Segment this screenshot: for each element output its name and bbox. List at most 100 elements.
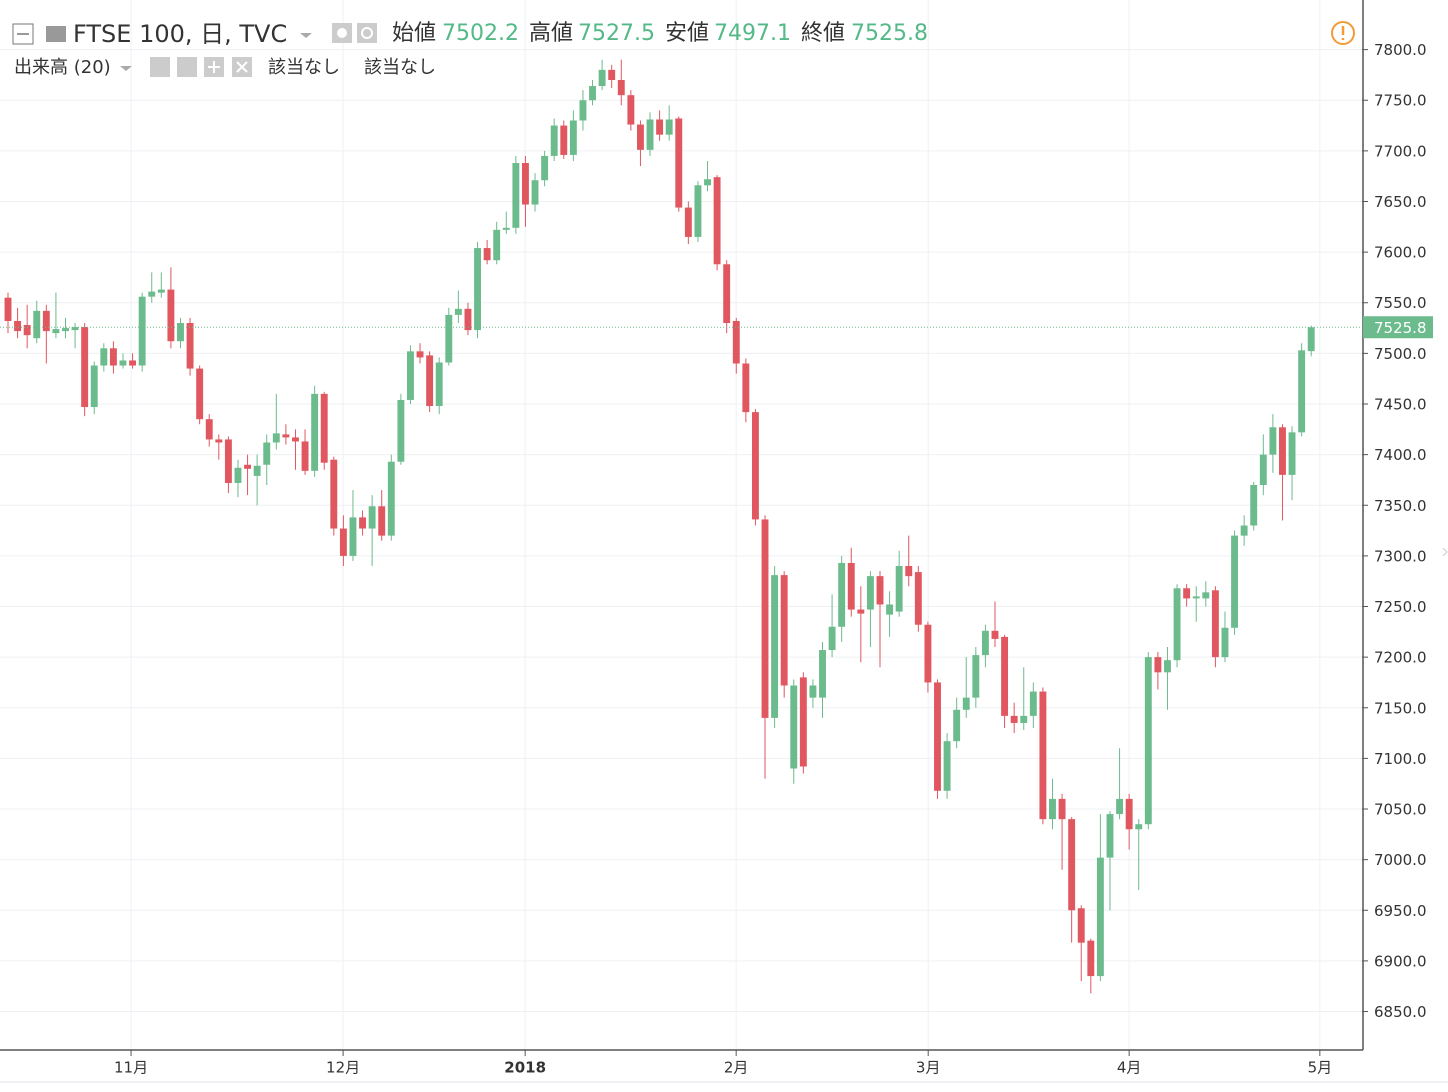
candle-body	[569, 120, 577, 155]
candle-body	[684, 207, 692, 237]
y-tick-label: 6850.0	[1374, 1003, 1427, 1021]
y-tick-label: 7400.0	[1374, 446, 1427, 464]
settings-icon[interactable]	[357, 23, 377, 43]
candle-body	[1125, 798, 1133, 830]
cross	[236, 61, 248, 73]
candle-body	[445, 314, 453, 363]
candle-body	[1058, 798, 1066, 820]
candle-body	[598, 69, 606, 87]
y-tick-label: 7300.0	[1374, 547, 1427, 565]
candle-body	[1144, 657, 1152, 825]
x-tick-label: 3月	[916, 1059, 941, 1077]
candle-body	[138, 296, 146, 366]
candle-body	[1250, 485, 1258, 526]
candle-body	[876, 576, 884, 605]
candle-body	[512, 163, 520, 228]
candle-body	[339, 528, 347, 556]
candle-body	[771, 575, 779, 718]
candle-body	[100, 348, 108, 366]
candle-body	[636, 124, 644, 150]
candle-body	[52, 329, 60, 334]
candle-body	[1068, 819, 1076, 911]
candle-body	[215, 439, 223, 443]
candle-body	[1154, 657, 1162, 673]
candle-body	[962, 697, 970, 710]
dropdown-caret[interactable]	[300, 33, 312, 38]
candle-body	[90, 365, 98, 408]
candle-body	[23, 325, 31, 336]
ohlc-value: 7497.1	[714, 21, 791, 46]
candle-body	[1116, 798, 1124, 815]
candle-body	[1259, 454, 1267, 486]
candle-body	[71, 327, 79, 331]
candle-body	[1087, 940, 1095, 977]
y-tick-label: 7100.0	[1374, 750, 1427, 768]
candle-body	[244, 464, 252, 469]
candle-body	[972, 655, 980, 698]
candle-body	[483, 248, 491, 261]
candle-body	[694, 185, 702, 237]
candle-body	[799, 677, 807, 767]
candle-body	[857, 609, 865, 614]
candle-body	[416, 351, 424, 358]
candle-body	[1001, 636, 1009, 716]
candle-body	[1039, 691, 1047, 820]
indicator-value: 該当なし	[268, 57, 340, 78]
ohlc-value: 7527.5	[578, 21, 655, 46]
x-tick-label: 2018	[504, 1059, 546, 1077]
y-tick-label: 7800.0	[1374, 41, 1427, 59]
candle-body	[780, 575, 788, 686]
y-tick-label: 7050.0	[1374, 801, 1427, 819]
y-tick-label: 7450.0	[1374, 396, 1427, 414]
candle-body	[196, 368, 204, 420]
candle-body	[1010, 715, 1018, 723]
dropdown-caret[interactable]	[120, 66, 132, 71]
candles	[0, 59, 1362, 994]
settings-icon[interactable]	[177, 57, 197, 77]
candle-body	[953, 709, 961, 742]
candle-body	[42, 310, 50, 332]
y-tick-label: 7500.0	[1374, 345, 1427, 363]
candle-body	[109, 348, 117, 366]
candle-body	[1183, 588, 1191, 599]
candle-body	[704, 179, 711, 186]
candle-body	[320, 393, 328, 463]
x-tick-label: 2月	[724, 1059, 749, 1077]
candle-body	[531, 180, 539, 205]
candle-body	[723, 264, 731, 323]
candle-body	[1192, 596, 1200, 599]
x-tick-label: 5月	[1308, 1059, 1333, 1077]
candle-body	[838, 562, 846, 627]
candle-body	[263, 442, 271, 465]
candle-body	[1279, 427, 1286, 475]
candle-body	[665, 119, 673, 135]
candle-body	[1202, 592, 1210, 599]
candle-body	[1029, 691, 1037, 716]
x-tick-label: 11月	[114, 1059, 148, 1077]
candle-body	[368, 506, 376, 529]
candle-body	[905, 566, 913, 577]
gear	[361, 27, 373, 39]
y-tick-label: 7650.0	[1374, 193, 1427, 211]
candle-body	[311, 393, 319, 471]
candle-body	[167, 289, 175, 342]
candle-body	[253, 465, 261, 476]
candle-body	[1221, 627, 1229, 658]
candle-body	[1298, 350, 1306, 433]
y-tick-label: 7200.0	[1374, 649, 1427, 667]
candle-body	[62, 328, 69, 332]
candle-body	[1269, 427, 1277, 455]
flag-icon	[46, 26, 66, 42]
candle-body	[1077, 908, 1085, 943]
candle-body	[177, 322, 184, 342]
candle-body	[1307, 327, 1315, 352]
scroll-arrow[interactable]	[1442, 547, 1448, 557]
candle-body	[560, 125, 568, 155]
candle-body	[981, 630, 989, 656]
eye-icon[interactable]	[150, 57, 170, 77]
candle-body	[1135, 824, 1143, 830]
candle-body	[234, 467, 242, 483]
candle-body	[675, 118, 683, 208]
